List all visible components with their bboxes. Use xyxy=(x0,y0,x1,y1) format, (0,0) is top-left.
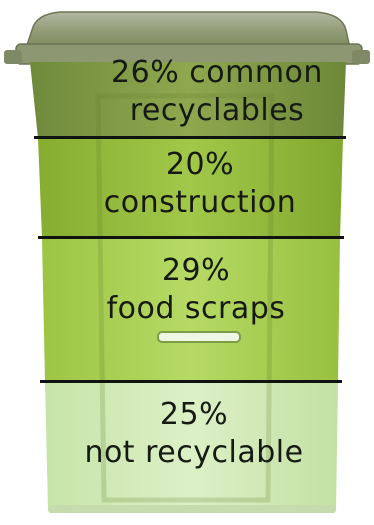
segment-1-line-1: 26% common xyxy=(111,55,323,90)
bin-lid xyxy=(24,11,351,49)
segment-2-line-2: construction xyxy=(103,185,297,220)
divider-line-3 xyxy=(40,380,342,383)
segment-label-common-recyclables: 26% common recyclables xyxy=(52,54,374,130)
divider-line-1 xyxy=(34,136,346,139)
segment-3-line-1: 29% xyxy=(161,253,231,288)
bin-front-panel xyxy=(95,93,275,503)
segment-label-food-scraps: 29% food scraps xyxy=(36,252,356,328)
segment-label-construction: 20% construction xyxy=(40,146,360,222)
segment-2-fill xyxy=(38,138,343,238)
segment-1-line-2: recyclables xyxy=(129,93,305,128)
segment-label-not-recyclable: 25% not recyclable xyxy=(34,396,354,472)
segment-1-fill xyxy=(30,62,346,138)
segment-3-fill xyxy=(42,238,340,382)
segment-2-line-1: 20% xyxy=(165,147,235,182)
segment-3-line-2: food scraps xyxy=(106,291,286,326)
bin-base xyxy=(48,505,336,513)
segment-4-fill xyxy=(45,382,338,510)
bin-handle-slot xyxy=(157,331,241,343)
segment-4-line-1: 25% xyxy=(159,397,229,432)
bin-hinge-left xyxy=(4,50,22,64)
bin-hinge-right xyxy=(352,50,370,64)
segment-4-line-2: not recyclable xyxy=(84,435,304,470)
divider-line-2 xyxy=(38,236,344,239)
